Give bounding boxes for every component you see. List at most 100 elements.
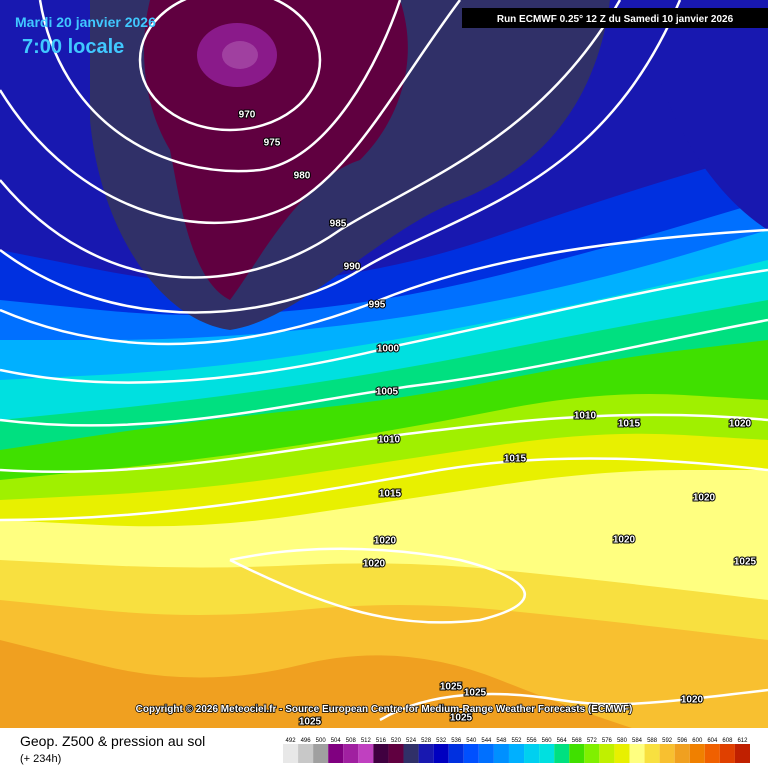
scale-label: 540 [466, 738, 477, 744]
isobar-label: 1010 [574, 411, 597, 422]
scale-label: 568 [572, 738, 583, 744]
isobar [138, 0, 322, 132]
isobar [0, 268, 768, 384]
scale-label: 512 [361, 738, 372, 744]
scale-label: 524 [406, 738, 417, 744]
isobar-label: 980 [294, 171, 311, 182]
scale-label: 612 [737, 738, 748, 744]
scale-label: 560 [542, 738, 553, 744]
scale-label: 552 [511, 738, 522, 744]
isobar [0, 228, 768, 346]
isobar-label: 1010 [378, 435, 401, 446]
isobar-label: 1020 [613, 535, 636, 546]
isobar-label: 1025 [464, 688, 487, 699]
scale-swatch [599, 744, 615, 763]
scale-swatch [418, 744, 434, 763]
scale-label: 588 [647, 738, 658, 744]
scale-swatch [614, 744, 630, 763]
scale-swatch [298, 744, 314, 763]
scale-label: 596 [677, 738, 688, 744]
scale-label: 504 [331, 738, 342, 744]
scale-label: 500 [316, 738, 327, 744]
isobar [0, 457, 768, 522]
isobar [0, 0, 682, 314]
time: 7:00 locale [22, 36, 124, 58]
color-scale: 492 496 500 504 508 512 516 520 524 528 532 536 540 5… [283, 738, 750, 763]
footer-title: Geop. Z500 & pression au sol [20, 733, 205, 749]
scale-label: 528 [421, 738, 432, 744]
scale-label: 492 [286, 738, 297, 744]
scale-swatch [403, 744, 419, 763]
scale-label: 576 [602, 738, 613, 744]
isobar-label: 1020 [374, 536, 397, 547]
scale-swatch [539, 744, 555, 763]
scale-label: 548 [496, 738, 507, 744]
scale-swatch [659, 744, 675, 763]
isobar [0, 0, 462, 225]
lead-time: (+ 234h) [20, 753, 61, 765]
isobar [229, 547, 526, 624]
scale-swatch [704, 744, 720, 763]
scale-swatch [388, 744, 404, 763]
scale-label: 496 [301, 738, 312, 744]
scale-swatch [524, 744, 540, 763]
isobar [0, 0, 622, 279]
scale-swatch [448, 744, 464, 763]
scale-swatch [373, 744, 389, 763]
copyright: Copyright © 2026 Meteociel.fr - Source E… [136, 704, 633, 715]
scale-swatch [493, 744, 509, 763]
isobar-label: 990 [344, 262, 361, 273]
scale-label: 516 [376, 738, 387, 744]
scale-swatch [689, 744, 705, 763]
isobar-label: 970 [239, 110, 256, 121]
scale-swatch [644, 744, 660, 763]
scale-swatch [343, 744, 359, 763]
isobar [0, 318, 768, 427]
scale-label: 580 [617, 738, 628, 744]
scale-swatch [569, 744, 585, 763]
date: Mardi 20 janvier 2026 [15, 14, 156, 30]
isobar-label: 1025 [450, 713, 473, 724]
scale-swatch [433, 744, 449, 763]
scale-label: 584 [632, 738, 643, 744]
isobar [38, 0, 402, 173]
isobar-label: 995 [369, 300, 386, 311]
scale-swatch [478, 744, 494, 763]
isobar-label: 1015 [379, 489, 402, 500]
scale-swatch [734, 744, 750, 763]
scale-label: 600 [692, 738, 703, 744]
isobar-label: 1020 [681, 695, 704, 706]
scale-swatch [508, 744, 525, 763]
scale-label: 592 [662, 738, 673, 744]
scale-swatch [584, 744, 600, 763]
isobar-label: 1015 [618, 419, 641, 430]
scale-label: 608 [722, 738, 733, 744]
field [640, 0, 768, 230]
isobar [379, 688, 768, 722]
isobar-label: 985 [330, 219, 347, 230]
scale-label: 544 [481, 738, 492, 744]
scale-label: 556 [527, 738, 538, 744]
scale-swatch [463, 744, 479, 763]
isobars [0, 0, 768, 722]
scale-swatch [719, 744, 735, 763]
isobar-label: 1020 [693, 493, 716, 504]
field [222, 41, 258, 69]
scale-swatch [283, 744, 299, 763]
scale-swatch [674, 744, 690, 763]
scale-label: 572 [587, 738, 598, 744]
isobar-label: 1025 [440, 682, 463, 693]
scale-swatch [554, 744, 570, 763]
isobar-label: 1025 [299, 717, 322, 728]
isobar-label: 1020 [729, 419, 752, 430]
scale-swatch [629, 744, 645, 763]
isobar-label: 1005 [376, 387, 399, 398]
isobar-label: 1020 [363, 559, 386, 570]
scale-swatch [313, 744, 329, 763]
scale-label: 604 [707, 738, 718, 744]
run-banner [462, 8, 768, 28]
scale-label: 520 [391, 738, 402, 744]
isobar-labels: 970 975 980 985 990 995 1000 1005 1010 1010 1015 10… [238, 109, 758, 729]
